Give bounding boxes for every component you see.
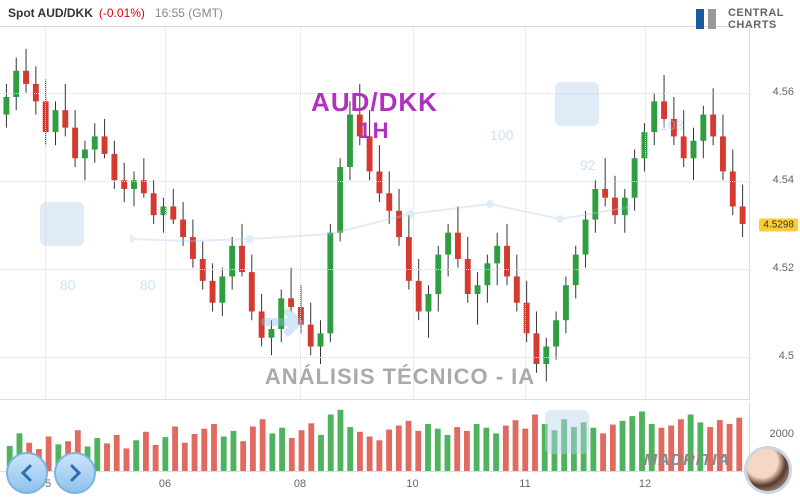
analysis-label: ANÁLISIS TÉCNICO - IA: [265, 364, 535, 390]
centralcharts-logo: CENTRALCHARTS: [696, 6, 784, 32]
avatar-icon[interactable]: [744, 446, 792, 494]
y-axis: 4.54.524.544.564.5298: [750, 26, 800, 400]
watermark-icon: [40, 202, 84, 246]
price-chart[interactable]: AUD/DKK 1H 808010092103: [0, 26, 750, 400]
change-label: (-0.01%): [99, 6, 145, 20]
volume-ytick: 2000: [770, 428, 794, 440]
logo-icon: [696, 6, 722, 32]
watermark-arrow-icon: [260, 297, 310, 347]
x-axis: 050608101112: [0, 472, 750, 500]
timeframe-label: 1H: [311, 118, 438, 144]
nav-next-button[interactable]: [54, 452, 96, 494]
chart-header: Spot AUD/DKK (-0.01%) 16:55 (GMT): [0, 0, 800, 26]
watermark-line: [130, 199, 630, 259]
symbol-label: Spot AUD/DKK: [8, 6, 93, 20]
pair-label: AUD/DKK: [311, 87, 438, 118]
nav-prev-button[interactable]: [6, 452, 48, 494]
logo-text: CENTRALCHARTS: [728, 7, 784, 31]
brand-label: MADRITIA: [644, 452, 730, 470]
watermark-icon: [545, 410, 589, 454]
watermark-icon: [555, 82, 599, 126]
volume-chart[interactable]: [0, 402, 750, 472]
chart-title: AUD/DKK 1H: [311, 87, 438, 144]
volume-canvas: [0, 402, 749, 471]
time-label: 16:55 (GMT): [155, 6, 223, 20]
